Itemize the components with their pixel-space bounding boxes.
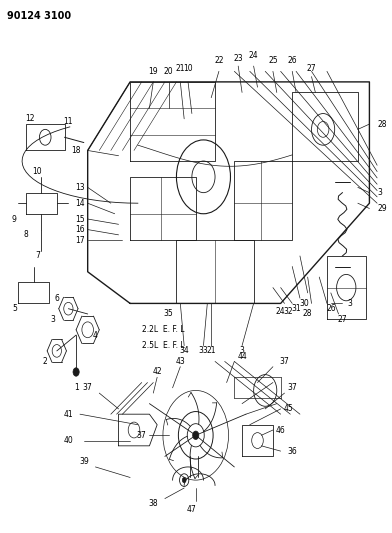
Text: 9: 9 <box>12 214 17 223</box>
Text: 25: 25 <box>268 56 278 66</box>
Text: 3: 3 <box>240 346 245 356</box>
Text: 37: 37 <box>137 431 147 440</box>
Text: 30: 30 <box>299 299 309 308</box>
Text: 40: 40 <box>64 436 73 445</box>
Text: 26: 26 <box>326 304 336 313</box>
Text: 24: 24 <box>276 307 285 316</box>
Text: 21: 21 <box>207 346 216 356</box>
Text: 28: 28 <box>377 119 387 128</box>
Text: 17: 17 <box>75 236 85 245</box>
Text: 23: 23 <box>233 54 243 63</box>
Text: 24: 24 <box>249 51 258 60</box>
Text: 10: 10 <box>33 167 42 176</box>
Text: 2.5L  E. F. L: 2.5L E. F. L <box>142 341 184 350</box>
Text: 19: 19 <box>149 67 158 76</box>
Text: 3: 3 <box>348 299 352 308</box>
Circle shape <box>73 368 79 376</box>
Text: 27: 27 <box>307 64 316 73</box>
Text: 10: 10 <box>183 64 193 73</box>
Text: 12: 12 <box>25 114 34 123</box>
Text: 8: 8 <box>24 230 28 239</box>
Text: 38: 38 <box>149 499 158 508</box>
Text: 39: 39 <box>79 457 89 466</box>
Text: 31: 31 <box>291 304 301 313</box>
Text: 44: 44 <box>237 352 247 361</box>
Text: 47: 47 <box>187 505 197 514</box>
Text: 37: 37 <box>83 383 93 392</box>
Text: 20: 20 <box>164 67 174 76</box>
Circle shape <box>182 478 186 483</box>
Text: 4: 4 <box>93 330 98 340</box>
Text: 16: 16 <box>75 225 85 234</box>
Text: 3: 3 <box>51 315 55 324</box>
Text: 15: 15 <box>75 214 85 223</box>
Text: 6: 6 <box>54 294 59 303</box>
Text: 7: 7 <box>35 252 40 261</box>
Text: 36: 36 <box>287 447 297 456</box>
Text: 29: 29 <box>377 204 387 213</box>
Text: 37: 37 <box>279 357 289 366</box>
Text: 43: 43 <box>176 357 185 366</box>
Text: 2: 2 <box>43 357 47 366</box>
Text: 1: 1 <box>74 383 78 392</box>
Text: 28: 28 <box>303 310 312 319</box>
Text: 27: 27 <box>338 315 347 324</box>
Text: 90124 3100: 90124 3100 <box>7 11 71 21</box>
Text: 5: 5 <box>12 304 17 313</box>
Text: 18: 18 <box>71 146 81 155</box>
Text: 2.2L  E. F. L: 2.2L E. F. L <box>142 325 184 334</box>
Text: 13: 13 <box>75 183 85 192</box>
Text: 26: 26 <box>287 56 297 66</box>
Circle shape <box>192 431 199 440</box>
Text: 3: 3 <box>377 188 382 197</box>
Text: 42: 42 <box>152 367 162 376</box>
Text: 41: 41 <box>64 410 73 419</box>
Text: 22: 22 <box>214 56 224 66</box>
Text: 35: 35 <box>164 310 174 319</box>
Text: 46: 46 <box>276 425 285 434</box>
Text: 14: 14 <box>75 199 85 208</box>
Text: 21: 21 <box>176 64 185 73</box>
Text: 32: 32 <box>283 307 293 316</box>
Text: 45: 45 <box>283 405 293 414</box>
Text: 34: 34 <box>179 346 189 356</box>
Text: 33: 33 <box>199 346 208 356</box>
Text: 11: 11 <box>64 117 73 126</box>
Text: 37: 37 <box>287 383 297 392</box>
